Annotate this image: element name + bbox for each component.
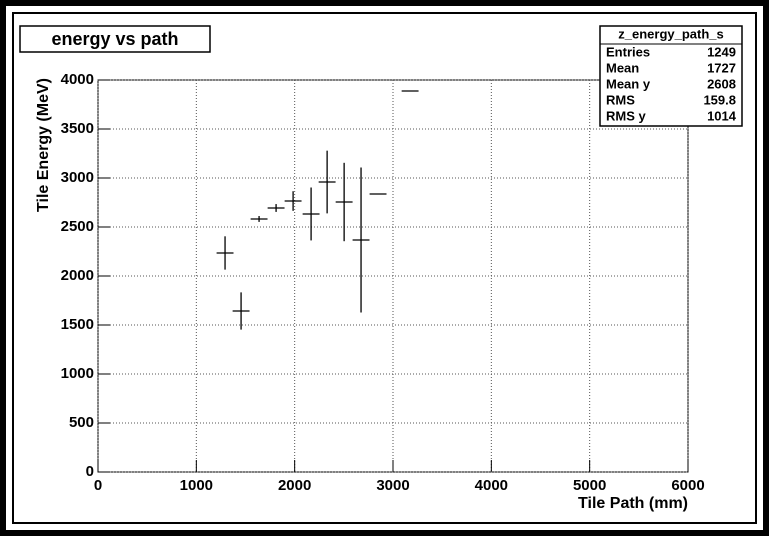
stats-value: 159.8 — [703, 92, 736, 107]
chart-title: energy vs path — [51, 29, 178, 49]
stats-value: 2608 — [707, 76, 736, 91]
x-tick-label: 1000 — [180, 477, 213, 494]
stats-value: 1014 — [707, 108, 737, 123]
y-tick-label: 500 — [69, 414, 94, 431]
stats-label: Entries — [606, 44, 650, 59]
y-tick-label: 3500 — [61, 120, 94, 137]
stats-label: Mean — [606, 60, 639, 75]
y-tick-label: 1500 — [61, 316, 94, 333]
x-tick-label: 6000 — [671, 477, 704, 494]
x-tick-label: 5000 — [573, 477, 606, 494]
y-axis-title: Tile Energy (MeV) — [35, 78, 52, 212]
y-tick-label: 3000 — [61, 169, 94, 186]
x-tick-label: 3000 — [376, 477, 409, 494]
stats-label: Mean y — [606, 76, 651, 91]
x-axis-title: Tile Path (mm) — [578, 495, 688, 512]
stats-box — [599, 25, 743, 127]
y-tick-label: 2500 — [61, 218, 94, 235]
stats-value: 1727 — [707, 60, 736, 75]
stats-label: RMS — [606, 92, 635, 107]
inner-frame — [12, 12, 757, 524]
stats-label: RMS y — [606, 108, 647, 123]
x-tick-label: 4000 — [475, 477, 508, 494]
stats-title: z_energy_path_s — [618, 26, 724, 41]
y-tick-label: 2000 — [61, 267, 94, 284]
x-tick-label: 2000 — [278, 477, 311, 494]
stats-value: 1249 — [707, 44, 736, 59]
title-box — [19, 25, 211, 53]
y-tick-label: 0 — [86, 463, 94, 480]
x-tick-label: 0 — [94, 477, 102, 494]
y-tick-label: 4000 — [61, 71, 94, 88]
y-tick-label: 1000 — [61, 365, 94, 382]
